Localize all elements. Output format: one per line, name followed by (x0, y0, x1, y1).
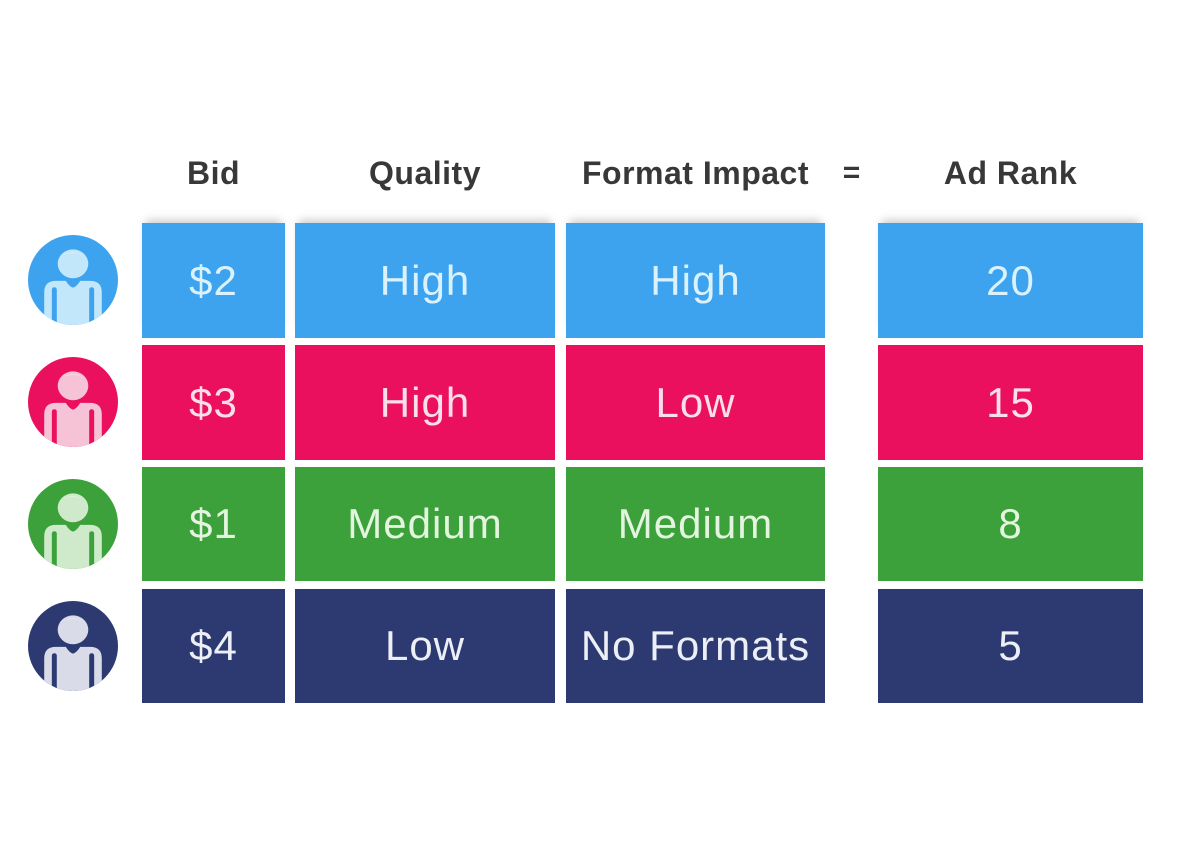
cell-ad-rank: 20 (878, 223, 1143, 338)
cell-quality: High (295, 223, 555, 338)
cell-format-impact: Medium (566, 467, 825, 581)
person-icon (28, 357, 118, 447)
cell-bid: $4 (142, 589, 285, 703)
column-header-format-impact: Format Impact (582, 154, 809, 191)
column-header-bid: Bid (186, 154, 241, 191)
cell-ad-rank: 5 (878, 589, 1143, 703)
advertiser-avatar (28, 601, 118, 691)
person-icon (28, 601, 118, 691)
advertiser-avatar (28, 357, 118, 447)
cell-quality: Low (295, 589, 555, 703)
cell-bid: $2 (142, 223, 285, 338)
cell-bid: $1 (142, 467, 285, 581)
advertiser-avatar (28, 235, 118, 325)
advertiser-avatar (28, 479, 118, 569)
cell-format-impact: No Formats (566, 589, 825, 703)
column-header-quality: Quality (369, 154, 481, 191)
cell-quality: Medium (295, 467, 555, 581)
column-header-ad-rank: Ad Rank (943, 154, 1078, 191)
cell-quality: High (295, 345, 555, 460)
equals-sign: = (842, 156, 861, 189)
cell-bid: $3 (142, 345, 285, 460)
cell-format-impact: High (566, 223, 825, 338)
person-icon (28, 479, 118, 569)
cell-format-impact: Low (566, 345, 825, 460)
cell-ad-rank: 15 (878, 345, 1143, 460)
person-icon (28, 235, 118, 325)
cell-ad-rank: 8 (878, 467, 1143, 581)
